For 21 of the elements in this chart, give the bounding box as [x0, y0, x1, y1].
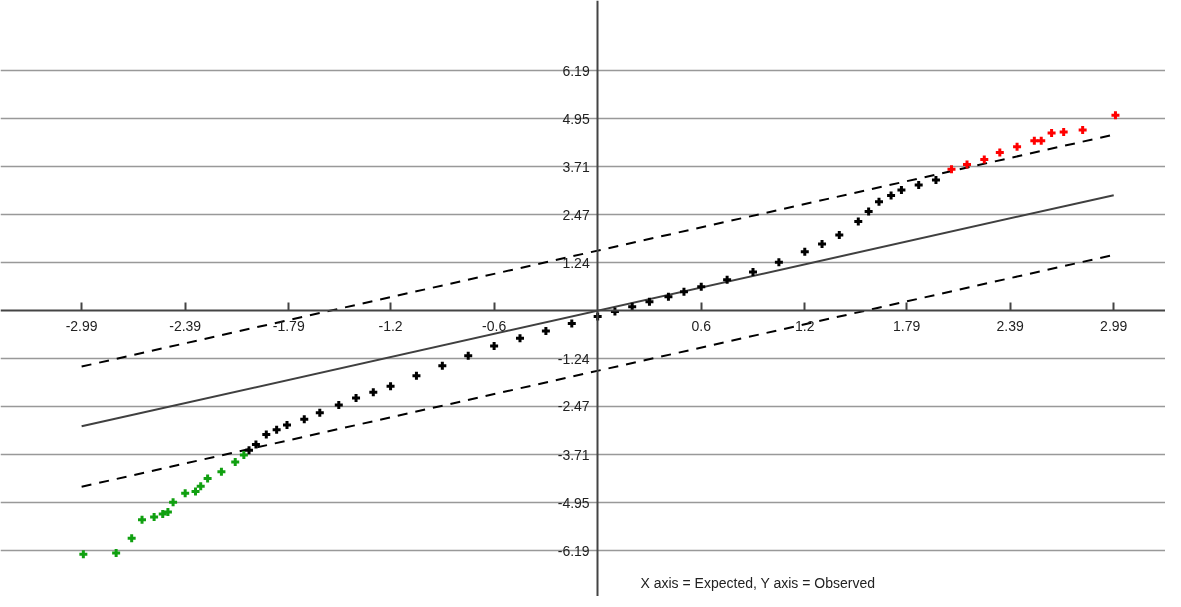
y-tick-label: -3.71: [557, 446, 590, 463]
x-tick-label: -2.39: [169, 317, 202, 334]
y-tick-label: 3.71: [562, 158, 590, 175]
x-tick-label: 1.79: [892, 317, 921, 334]
x-tick-label: 2.99: [1100, 317, 1128, 334]
x-tick-label: 1.2: [795, 317, 815, 334]
y-tick-label: -2.47: [557, 398, 590, 415]
y-tick-label: 2.47: [562, 206, 590, 223]
x-tick-label: 2.39: [996, 317, 1024, 334]
y-tick-label: 1.24: [562, 254, 590, 271]
x-tick-label: -1.79: [272, 317, 305, 334]
x-tick-label: -1.2: [378, 317, 403, 334]
y-tick-label: 6.19: [562, 62, 590, 79]
annotation: X axis = Expected, Y axis = Observed: [640, 574, 875, 591]
x-tick-label: -2.99: [65, 317, 98, 334]
y-tick-label: -1.24: [557, 350, 590, 367]
y-tick-label: -4.95: [557, 494, 590, 511]
y-tick-label: -6.19: [557, 542, 590, 559]
x-tick-label: 0.6: [691, 317, 712, 334]
y-tick-label: 4.95: [562, 110, 590, 127]
x-tick-label: -0.6: [482, 317, 507, 334]
